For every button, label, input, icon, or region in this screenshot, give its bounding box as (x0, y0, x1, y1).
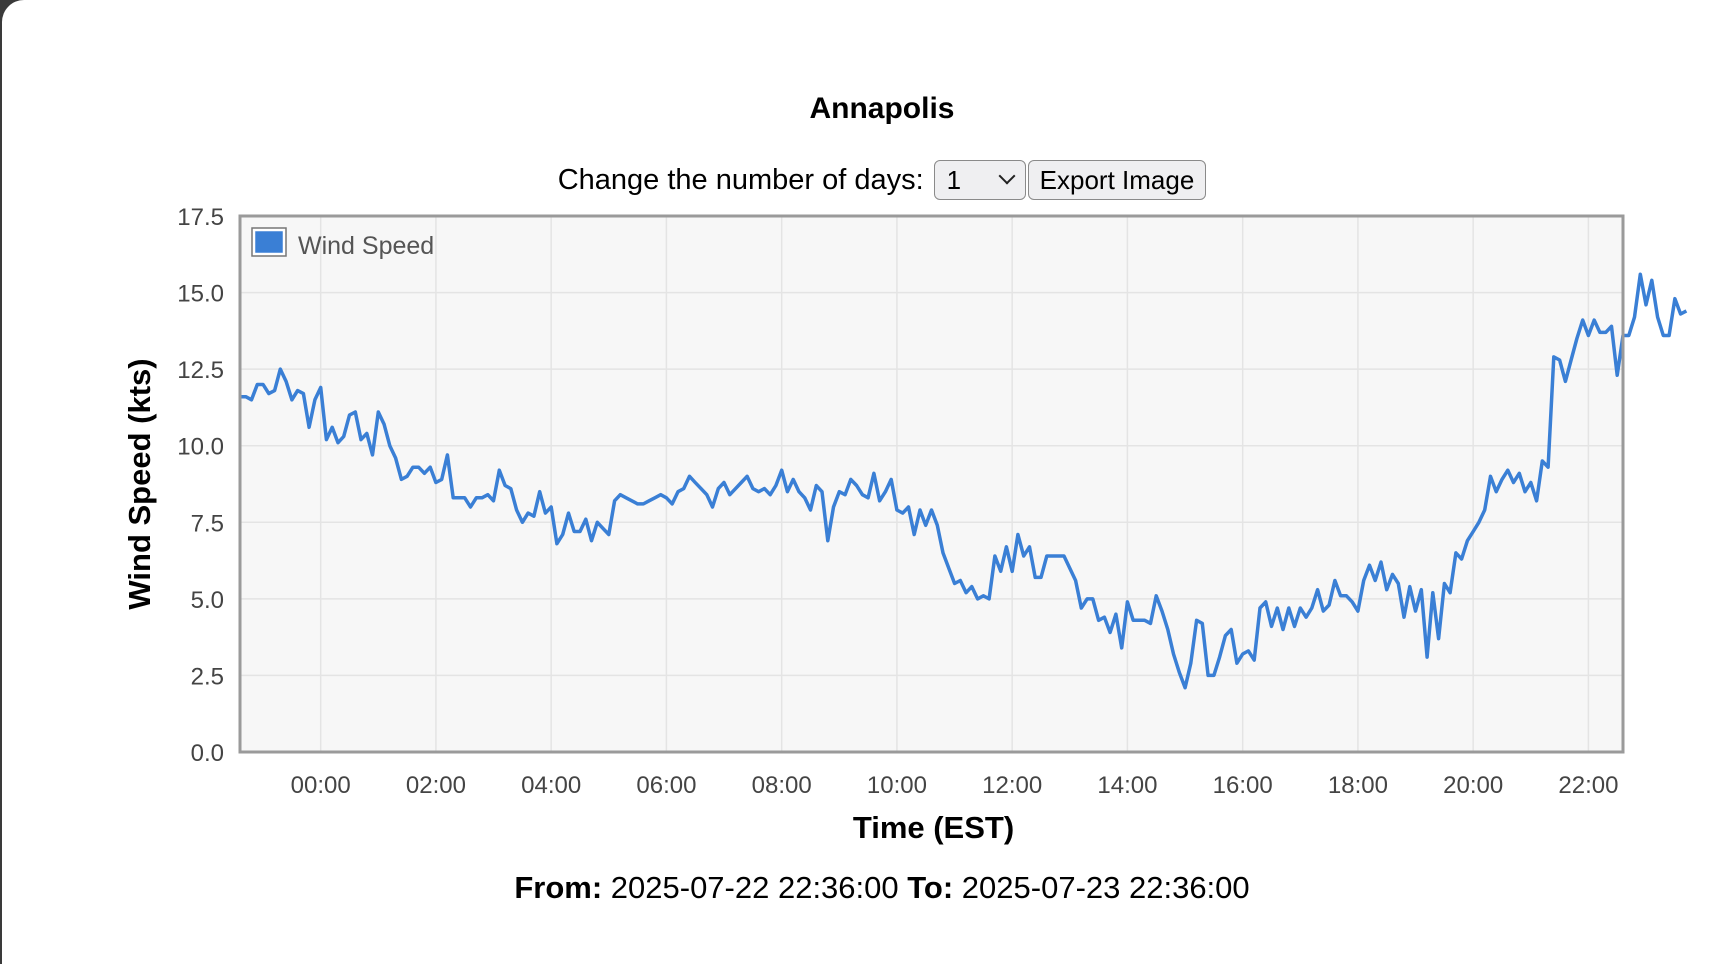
legend-swatch-border (251, 227, 287, 257)
legend: Wind Speed (251, 227, 434, 260)
x-tick-label: 20:00 (1443, 772, 1503, 799)
y-tick-label: 10.0 (177, 434, 224, 461)
from-label: From: (514, 870, 603, 905)
legend-label-wind-speed: Wind Speed (298, 232, 434, 260)
x-axis-ticks: 00:00 02:00 04:00 06:00 08:00 10:00 12:00 14:00… (291, 772, 1619, 799)
date-range: From: 2025-07-22 22:36:00 To: 2025-07-23… (2, 870, 1718, 906)
x-tick-label: 12:00 (982, 772, 1042, 799)
y-tick-label: 15.0 (177, 281, 224, 308)
to-label: To: (907, 870, 954, 905)
x-tick-label: 06:00 (636, 772, 696, 799)
plot-border (238, 214, 1625, 754)
page-title: Annapolis (809, 92, 955, 125)
y-tick-label: 2.5 (191, 663, 224, 690)
export-image-button[interactable]: Export Image (1027, 160, 1207, 200)
chart-controls: Change the number of days: 1 Export Imag… (2, 158, 1718, 202)
y-tick-label: 7.5 (191, 510, 224, 537)
x-tick-label: 04:00 (521, 772, 581, 799)
y-tick-label: 17.5 (177, 204, 224, 231)
wind-speed-series-line (240, 272, 1688, 690)
x-tick-label: 08:00 (752, 772, 812, 799)
y-tick-label: 0.0 (191, 740, 224, 767)
x-axis-label: Time (EST) (853, 810, 1014, 845)
to-value: 2025-07-23 22:36:00 (961, 870, 1250, 905)
plot-area (240, 216, 1623, 752)
x-tick-label: 10:00 (867, 772, 927, 799)
x-tick-label: 18:00 (1328, 772, 1388, 799)
y-tick-label: 12.5 (177, 357, 224, 384)
days-label: Change the number of days: (557, 163, 924, 196)
x-tick-label: 16:00 (1213, 772, 1273, 799)
y-axis-ticks: 0.0 2.5 5.0 7.5 10.0 12.5 15.0 17.5 (177, 204, 224, 767)
from-value: 2025-07-22 22:36:00 (610, 870, 899, 905)
y-axis-label: Wind Speed (kts) (122, 358, 157, 609)
y-tick-label: 5.0 (191, 587, 224, 614)
legend-swatch-wind-speed (252, 228, 286, 256)
days-select-value: 1 (946, 165, 962, 195)
x-tick-label: 00:00 (291, 772, 351, 799)
days-select[interactable]: 1 (933, 160, 1026, 200)
x-tick-label: 02:00 (406, 772, 466, 799)
x-tick-label: 14:00 (1097, 772, 1157, 799)
x-tick-label: 22:00 (1558, 772, 1618, 799)
